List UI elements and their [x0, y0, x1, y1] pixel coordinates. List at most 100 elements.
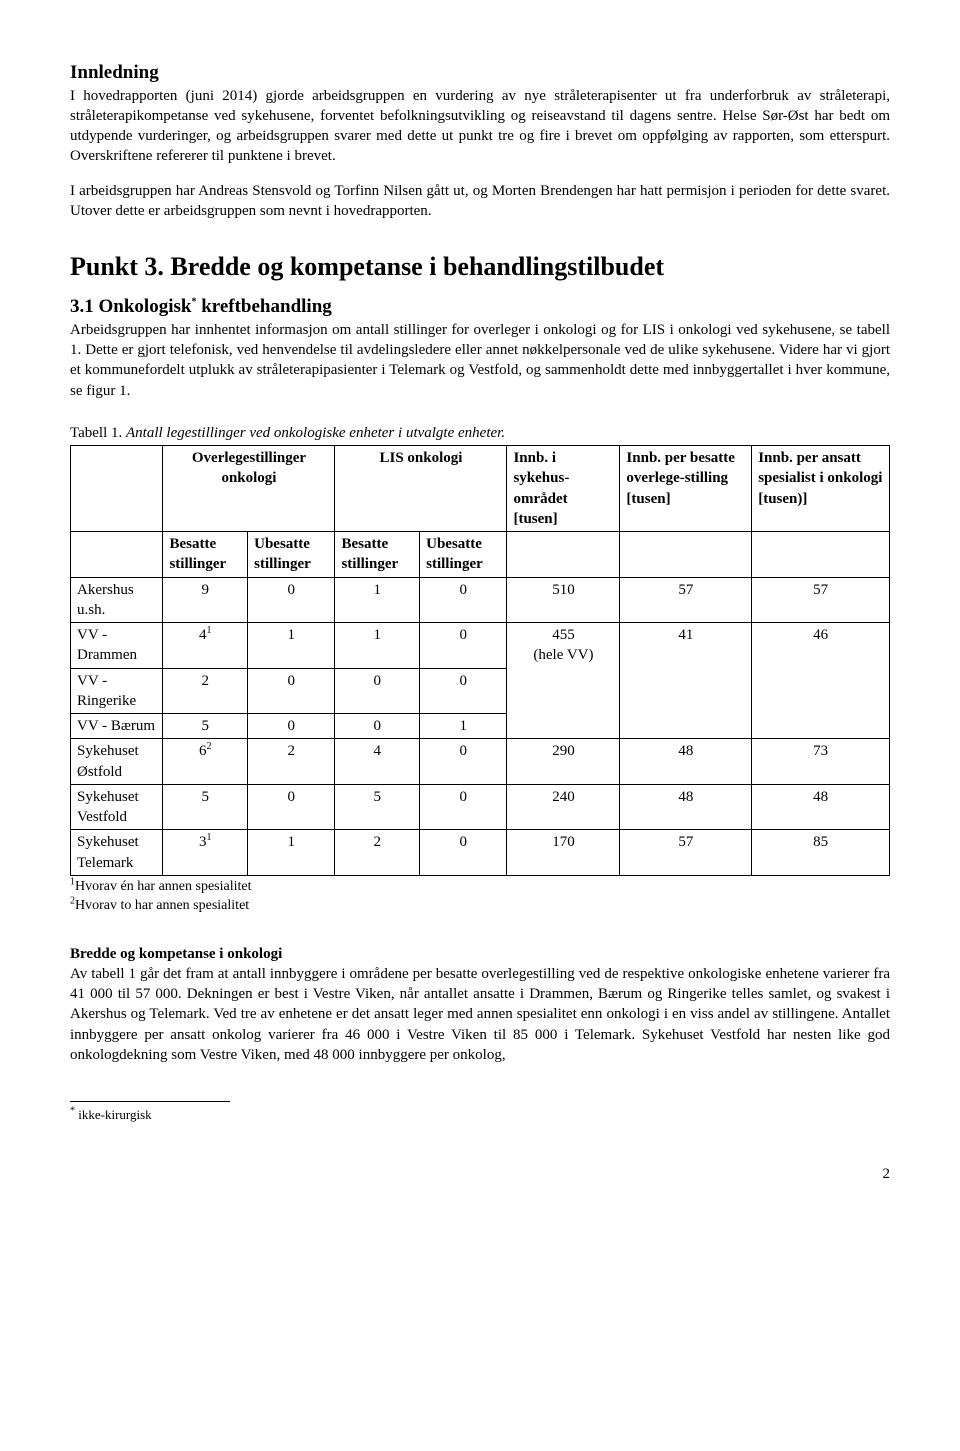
table-cell: 0: [420, 623, 507, 669]
table-cell: VV - Ringerike: [71, 668, 163, 714]
table-cell: 85: [752, 830, 890, 876]
table-cell: 0: [420, 739, 507, 785]
table-cell: 0: [420, 830, 507, 876]
table-cell: 4: [335, 739, 420, 785]
table-cell: Sykehuset Telemark: [71, 830, 163, 876]
table-cell: Sykehuset Vestfold: [71, 784, 163, 830]
bottom-footnote-text: ikke-kirurgisk: [75, 1107, 152, 1122]
footnote-separator: [70, 1101, 230, 1102]
table-row: Sykehuset Telemark 31 1 2 0 170 57 85: [71, 830, 890, 876]
bredde-para: Av tabell 1 går det fram at antall innby…: [70, 964, 890, 1065]
bredde-heading: Bredde og kompetanse i onkologi: [70, 944, 890, 964]
table-header-empty: [752, 532, 890, 578]
table-cell: Akershus u.sh.: [71, 577, 163, 623]
table-row: VV - Drammen 41 1 1 0 455 (hele VV) 41 4…: [71, 623, 890, 669]
cell-sup: 1: [207, 832, 212, 843]
table-cell: 5: [163, 714, 248, 739]
table-row: Sykehuset Østfold 62 2 4 0 290 48 73: [71, 739, 890, 785]
table-header-ubesatte-2: Ubesatte stillinger: [420, 532, 507, 578]
intro-para-2: I arbeidsgruppen har Andreas Stensvold o…: [70, 181, 890, 222]
table-1-caption: Tabell 1. Antall legestillinger ved onko…: [70, 423, 890, 443]
table-footnote-2: 2Hvorav to har annen spesialitet: [70, 897, 890, 916]
table-cell: 62: [163, 739, 248, 785]
table-cell: 240: [507, 784, 620, 830]
table-cell: Sykehuset Østfold: [71, 739, 163, 785]
table-cell: 57: [752, 577, 890, 623]
table-cell: 290: [507, 739, 620, 785]
subsection-title-suffix: kreftbehandling: [196, 296, 331, 317]
table-cell: VV - Drammen: [71, 623, 163, 669]
cell-value: 455: [552, 627, 575, 643]
table-cell: 73: [752, 739, 890, 785]
table-cell: 0: [335, 668, 420, 714]
table-header-empty: [71, 446, 163, 532]
cell-value: 4: [199, 627, 207, 643]
cell-sup: 2: [207, 741, 212, 752]
table-cell: 0: [335, 714, 420, 739]
table-header-innb-spes: Innb. per ansatt spesialist i onkologi […: [752, 446, 890, 532]
page-number: 2: [70, 1164, 890, 1184]
table-row: Akershus u.sh. 9 0 1 0 510 57 57: [71, 577, 890, 623]
intro-para-1: I hovedrapporten (juni 2014) gjorde arbe…: [70, 86, 890, 167]
footnote-text: Hvorav én har annen spesialitet: [75, 879, 252, 894]
table-cell: 57: [620, 830, 752, 876]
footnote-text: Hvorav to har annen spesialitet: [75, 898, 249, 913]
table-cell: 48: [752, 784, 890, 830]
cell-value: (hele VV): [533, 647, 593, 663]
table-header-besatte-1: Besatte stillinger: [163, 532, 248, 578]
table-cell: 48: [620, 784, 752, 830]
table-cell: VV - Bærum: [71, 714, 163, 739]
table-cell: 57: [620, 577, 752, 623]
table-cell: 510: [507, 577, 620, 623]
table-cell: 9: [163, 577, 248, 623]
table-cell: 0: [248, 784, 335, 830]
table-header-empty: [507, 532, 620, 578]
table-cell: 0: [248, 577, 335, 623]
table-cell: 0: [420, 668, 507, 714]
table-1-caption-prefix: Tabell 1.: [70, 425, 126, 441]
table-cell: 2: [163, 668, 248, 714]
table-cell: 46: [752, 623, 890, 739]
table-row: Sykehuset Vestfold 5 0 5 0 240 48 48: [71, 784, 890, 830]
table-cell: 2: [248, 739, 335, 785]
table-cell: 1: [248, 830, 335, 876]
table-1: Overlegestillinger onkologi LIS onkologi…: [70, 445, 890, 876]
table-cell: 5: [163, 784, 248, 830]
section-3-title: Punkt 3. Bredde og kompetanse i behandli…: [70, 249, 890, 284]
table-header-overlege: Overlegestillinger onkologi: [163, 446, 335, 532]
table-1-footnotes: 1Hvorav én har annen spesialitet 2Hvorav…: [70, 878, 890, 916]
table-footnote-1: 1Hvorav én har annen spesialitet: [70, 878, 890, 897]
table-header-innb-overlege: Innb. per besatte overlege-stilling [tus…: [620, 446, 752, 532]
table-row: Overlegestillinger onkologi LIS onkologi…: [71, 446, 890, 532]
table-cell: 41: [163, 623, 248, 669]
table-cell: 1: [335, 577, 420, 623]
table-cell: 1: [420, 714, 507, 739]
cell-value: 6: [199, 743, 207, 759]
intro-heading: Innledning: [70, 60, 890, 86]
table-header-empty: [620, 532, 752, 578]
table-cell: 41: [620, 623, 752, 739]
table-cell: 2: [335, 830, 420, 876]
table-header-lis: LIS onkologi: [335, 446, 507, 532]
bottom-footnote: * ikke-kirurgisk: [70, 1106, 890, 1124]
table-cell: 170: [507, 830, 620, 876]
table-header-innb-omr: Innb. i sykehus-området [tusen]: [507, 446, 620, 532]
table-cell: 48: [620, 739, 752, 785]
cell-sup: 1: [207, 625, 212, 636]
table-cell: 1: [248, 623, 335, 669]
table-cell: 0: [420, 784, 507, 830]
table-cell: 455 (hele VV): [507, 623, 620, 739]
table-cell: 5: [335, 784, 420, 830]
table-header-ubesatte-1: Ubesatte stillinger: [248, 532, 335, 578]
table-cell: 0: [420, 577, 507, 623]
table-header-besatte-2: Besatte stillinger: [335, 532, 420, 578]
table-cell: 31: [163, 830, 248, 876]
table-cell: 1: [335, 623, 420, 669]
table-header-empty: [71, 532, 163, 578]
subsection-3-1-para: Arbeidsgruppen har innhentet informasjon…: [70, 320, 890, 401]
subsection-3-1-title: 3.1 Onkologisk* kreftbehandling: [70, 294, 890, 320]
subsection-title-prefix: 3.1 Onkologisk: [70, 296, 191, 317]
cell-value: 3: [199, 834, 207, 850]
table-1-caption-italic: Antall legestillinger ved onkologiske en…: [126, 425, 505, 441]
table-cell: 0: [248, 714, 335, 739]
